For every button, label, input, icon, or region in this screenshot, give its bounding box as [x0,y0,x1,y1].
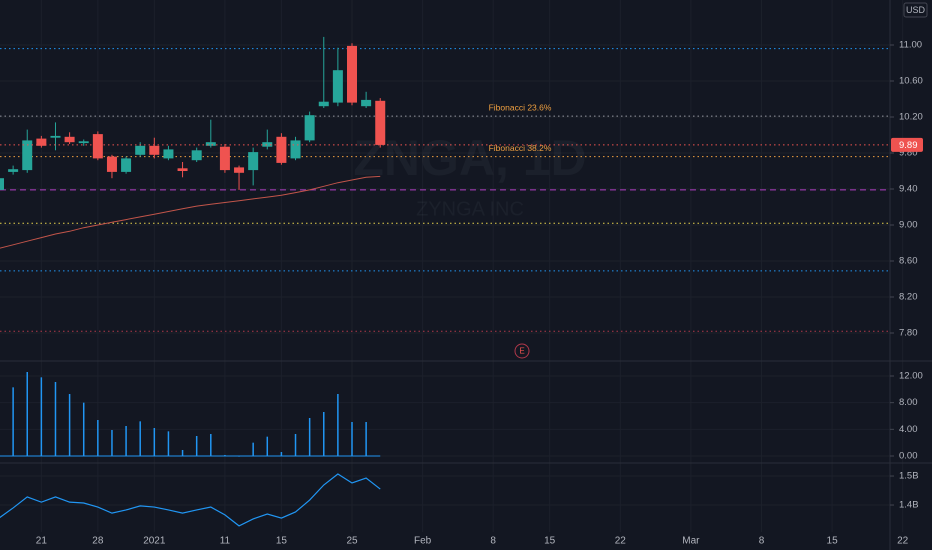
volume-bar [82,402,85,456]
candle-body [304,115,315,141]
volume-bar [167,431,170,456]
volume-bar [280,452,283,456]
candle-body [106,156,117,172]
y-tick-label: 4.00 [899,424,918,435]
y-tick-label: 0.00 [899,451,918,462]
x-tick-label: 8 [490,536,496,547]
moving-average [0,175,381,249]
volume-bar [12,387,14,456]
volume-bar [40,377,43,456]
y-tick-label: 10.20 [899,112,923,123]
y-tick-label: 9.80 [899,148,918,159]
volume-bar [195,436,198,456]
volume-bar [139,421,141,456]
y-tick-label: 11.00 [899,40,922,51]
axes: 21 28 2021 11 15 25 Feb 8 15 22 Mar 8 15 22 11.00 10.60… [36,40,923,547]
volume-bar [337,394,339,456]
x-tick-label: 22 [615,536,627,547]
y-tick-label: 9.40 [899,184,918,195]
volume-bar [26,372,28,456]
candle-body [332,70,343,103]
candle-body [163,149,174,159]
candle-body [177,168,188,171]
candle-body [149,145,160,155]
volume-bar [125,426,127,456]
candle-body [361,99,372,107]
candle-body [290,140,301,159]
candle-body [234,167,245,173]
y-tick-label: 1.5B [899,471,919,482]
x-tick-label: 2021 [143,536,166,547]
last-price-label: 9.89 [899,140,918,151]
volume-bar [111,430,113,456]
x-tick-label: 15 [544,536,556,547]
x-tick-label: 22 [897,536,909,547]
x-tick-label: Feb [414,536,432,547]
last-price-box [891,137,923,152]
volume-bar [68,394,71,456]
volume-bar [351,422,353,456]
x-tick-label: Mar [682,536,700,547]
plot-area: Fibonacci 23.6% Fibonacci 38.2% [0,36,890,527]
earnings-label: E [519,347,524,356]
y-tick-label: 8.00 [899,397,918,408]
volume-bar [210,434,212,456]
volume-bar [153,428,156,456]
watermark-subtitle: ZYNGA INC [416,198,524,220]
volume-bar [294,434,297,456]
volume-bar [323,412,325,456]
candle-body [262,142,273,147]
y-tick-label: 7.80 [899,328,918,339]
candle-body [92,134,103,159]
x-tick-label: 21 [36,536,48,547]
y-tick-label: 12.00 [899,371,923,382]
currency-box[interactable] [903,2,928,18]
x-tick-label: 8 [759,536,765,547]
candle-body [135,145,146,155]
candle-body [78,141,89,144]
candle-body [205,142,216,146]
volume-bar [54,382,57,456]
candle-body [347,45,357,103]
candle-body [22,140,33,171]
x-tick-label: 25 [346,536,358,547]
volume-bar [97,420,99,456]
volume-bar [181,450,184,456]
x-tick-label: 28 [92,536,104,547]
volume-bar [224,455,226,456]
volume-bar [238,456,240,457]
candle-body [318,101,329,107]
y-tick-label: 8.60 [899,256,918,267]
y-tick-label: 9.00 [899,220,918,231]
candle-body [36,138,47,146]
earnings-marker[interactable] [514,343,530,359]
candle-body [121,158,132,172]
fib-label: Fibonacci 23.6% [489,102,552,112]
candle-body [8,169,19,172]
x-tick-label: 15 [276,536,288,547]
volume-bar [365,422,367,456]
candle-body [0,178,4,190]
fib-label: Fibonacci 38.2% [489,143,552,153]
candle-body [64,136,75,143]
x-tick-label: 11 [220,536,231,547]
y-tick-label: 10.60 [899,76,923,87]
currency-label: USD [906,5,926,15]
x-tick-label: 15 [827,536,839,547]
indicator-line [0,473,381,527]
volume-bar [252,442,254,456]
candle-body [219,146,230,171]
volume-bar [308,418,311,456]
candle-body [248,152,259,171]
candle-body [276,136,287,163]
candle-body [375,100,386,145]
candle-body [191,150,202,161]
candle-body [50,135,61,138]
watermark-title: ZNGA, 1D [353,130,586,186]
y-tick-label: 8.20 [899,292,918,303]
volume-bar [266,436,269,456]
y-tick-label: 1.4B [899,500,919,511]
